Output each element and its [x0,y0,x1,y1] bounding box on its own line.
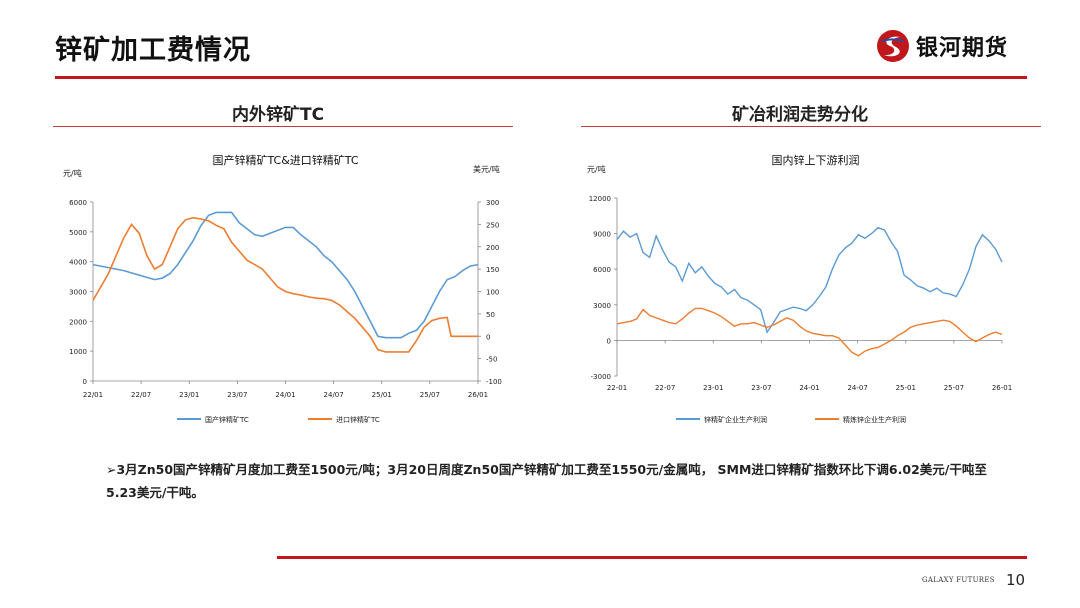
y-tick-label-left: 2000 [69,318,87,326]
y-tick-label-left: 5000 [69,229,87,237]
y-axis-label-left: 元/吨 [63,168,82,178]
x-tick-label: 22/01 [83,391,103,399]
x-tick-label: 24/07 [324,391,344,399]
x-tick-label: 26-01 [992,384,1012,392]
y-axis-label-right: 美元/吨 [473,164,500,174]
brand-name: 银河期货 [916,36,1009,61]
legend-label-1: 国产锌精矿TC [205,415,249,424]
y-tick-label: 3000 [593,302,611,310]
x-tick-label: 25-07 [944,384,964,392]
left-section-divider [53,126,513,127]
y-tick-label-left: 0 [83,378,87,386]
right-section-divider [581,126,1041,127]
x-tick-label: 24-01 [799,384,819,392]
x-tick-label: 25/07 [420,391,440,399]
y-tick-label-right: 150 [486,266,499,274]
galaxy-logo-icon [877,30,909,62]
y-tick-label-left: 6000 [69,199,87,207]
y-axis-label: 元/吨 [587,164,606,174]
y-tick-label: 12000 [589,195,611,203]
legend-label-1: 锌精矿企业生产利润 [704,415,767,424]
x-tick-label: 23-01 [703,384,723,392]
y-tick-label-left: 1000 [69,348,87,356]
footer-brand: GALAXY FUTURES [922,576,995,584]
x-tick-label: 23-07 [751,384,771,392]
series-line-1 [616,226,1003,334]
x-tick-label: 24/01 [275,391,295,399]
y-tick-label: 9000 [593,231,611,239]
chart-title: 国产锌精矿TC&进口锌精矿TC [212,153,358,167]
left-section-title: 内外锌矿TC [232,105,325,125]
y-tick-label: 6000 [593,266,611,274]
x-tick-label: 25/01 [372,391,392,399]
y-tick-label-right: 100 [486,289,499,297]
series-line-1 [92,211,479,339]
y-tick-label-right: 50 [486,311,495,319]
legend-label-2: 进口锌精矿TC [336,415,380,424]
series-line-2 [92,216,478,353]
y-tick-label-right: 0 [486,333,490,341]
page-number: 10 [1006,571,1026,589]
y-tick-label: 0 [607,337,611,345]
y-tick-label-right: -100 [486,378,502,386]
y-tick-label-right: 300 [486,199,499,207]
y-tick-label-right: 250 [486,221,499,229]
y-tick-label-right: 200 [486,244,499,252]
right-section-title: 矿冶利润走势分化 [732,105,868,125]
y-tick-label-right: -50 [486,356,497,364]
commentary-note: ➢3月Zn50国产锌精矿月度加工费至1500元/吨；3月20日周度Zn50国产锌… [106,462,987,500]
x-tick-label: 22-01 [607,384,627,392]
chart-title: 国内锌上下游利润 [772,153,860,167]
header-divider [55,76,1027,79]
x-tick-label: 23/07 [227,391,247,399]
x-tick-label: 23/01 [179,391,199,399]
y-tick-label-left: 4000 [69,259,87,267]
page-title: 锌矿加工费情况 [55,35,251,66]
brand-logo: 银河期货 [876,28,1008,64]
y-tick-label-left: 3000 [69,289,87,297]
y-tick-label: -3000 [591,373,611,381]
footer-divider [277,556,1027,559]
x-tick-label: 25-01 [896,384,916,392]
x-tick-label: 22/07 [131,391,151,399]
x-tick-label: 24-07 [847,384,867,392]
legend-label-2: 精炼锌企业生产利润 [843,415,906,424]
series-line-2 [616,307,1003,357]
x-tick-label: 26/01 [468,391,488,399]
x-tick-label: 22-07 [655,384,675,392]
